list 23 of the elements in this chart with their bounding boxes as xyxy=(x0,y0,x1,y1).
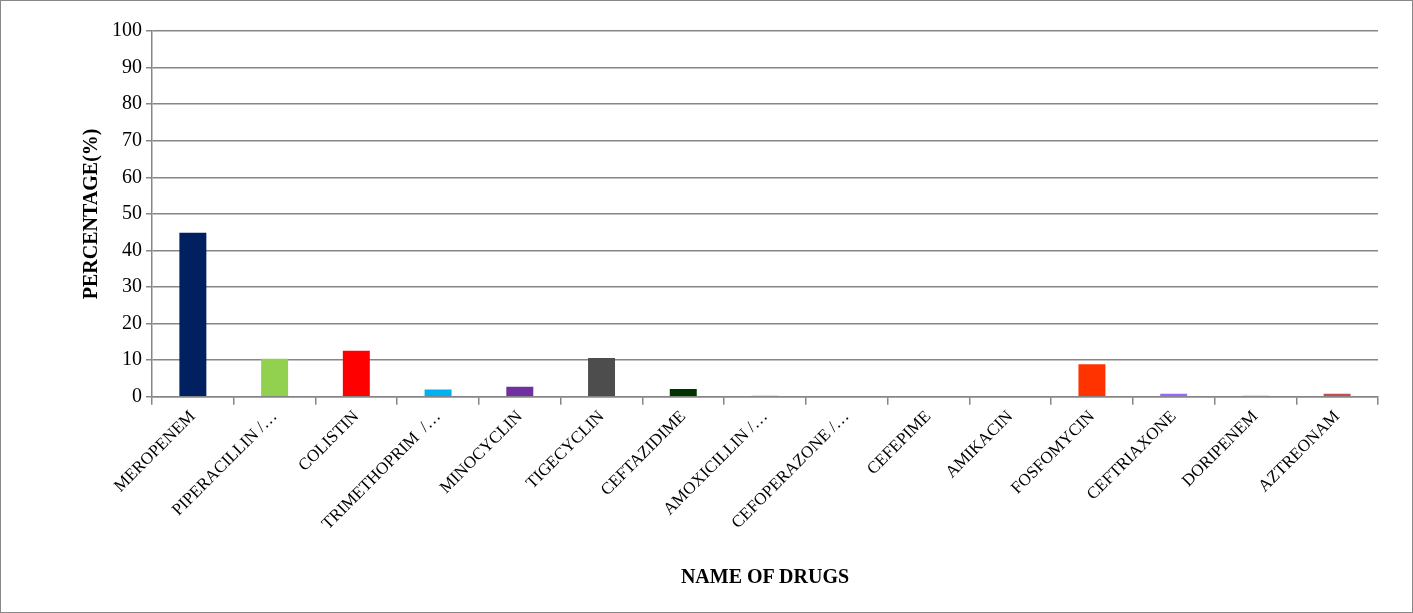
bar xyxy=(1160,393,1188,396)
y-tick-label: 0 xyxy=(132,383,142,406)
y-tick-label: 70 xyxy=(122,127,142,150)
bar xyxy=(261,358,289,396)
x-axis-title: NAME OF DRUGS xyxy=(680,565,850,588)
y-tick-label: 30 xyxy=(122,274,142,297)
bar xyxy=(669,389,697,396)
y-tick-label: 40 xyxy=(122,237,142,260)
y-tick-label: 60 xyxy=(122,164,142,187)
y-tick-label: 10 xyxy=(122,347,142,370)
bar xyxy=(424,389,452,396)
y-tick-label: 90 xyxy=(122,54,142,77)
y-tick-label: 20 xyxy=(122,310,142,333)
bar xyxy=(179,232,207,396)
y-tick-label: 100 xyxy=(112,18,142,41)
bar xyxy=(1078,364,1106,396)
bar xyxy=(1323,393,1351,396)
bar xyxy=(506,386,534,396)
y-tick-label: 50 xyxy=(122,201,142,224)
y-tick-label: 80 xyxy=(122,91,142,114)
bar xyxy=(342,350,370,396)
bar xyxy=(588,357,616,396)
y-axis-title: PERCENTAGE(%) xyxy=(79,128,103,300)
